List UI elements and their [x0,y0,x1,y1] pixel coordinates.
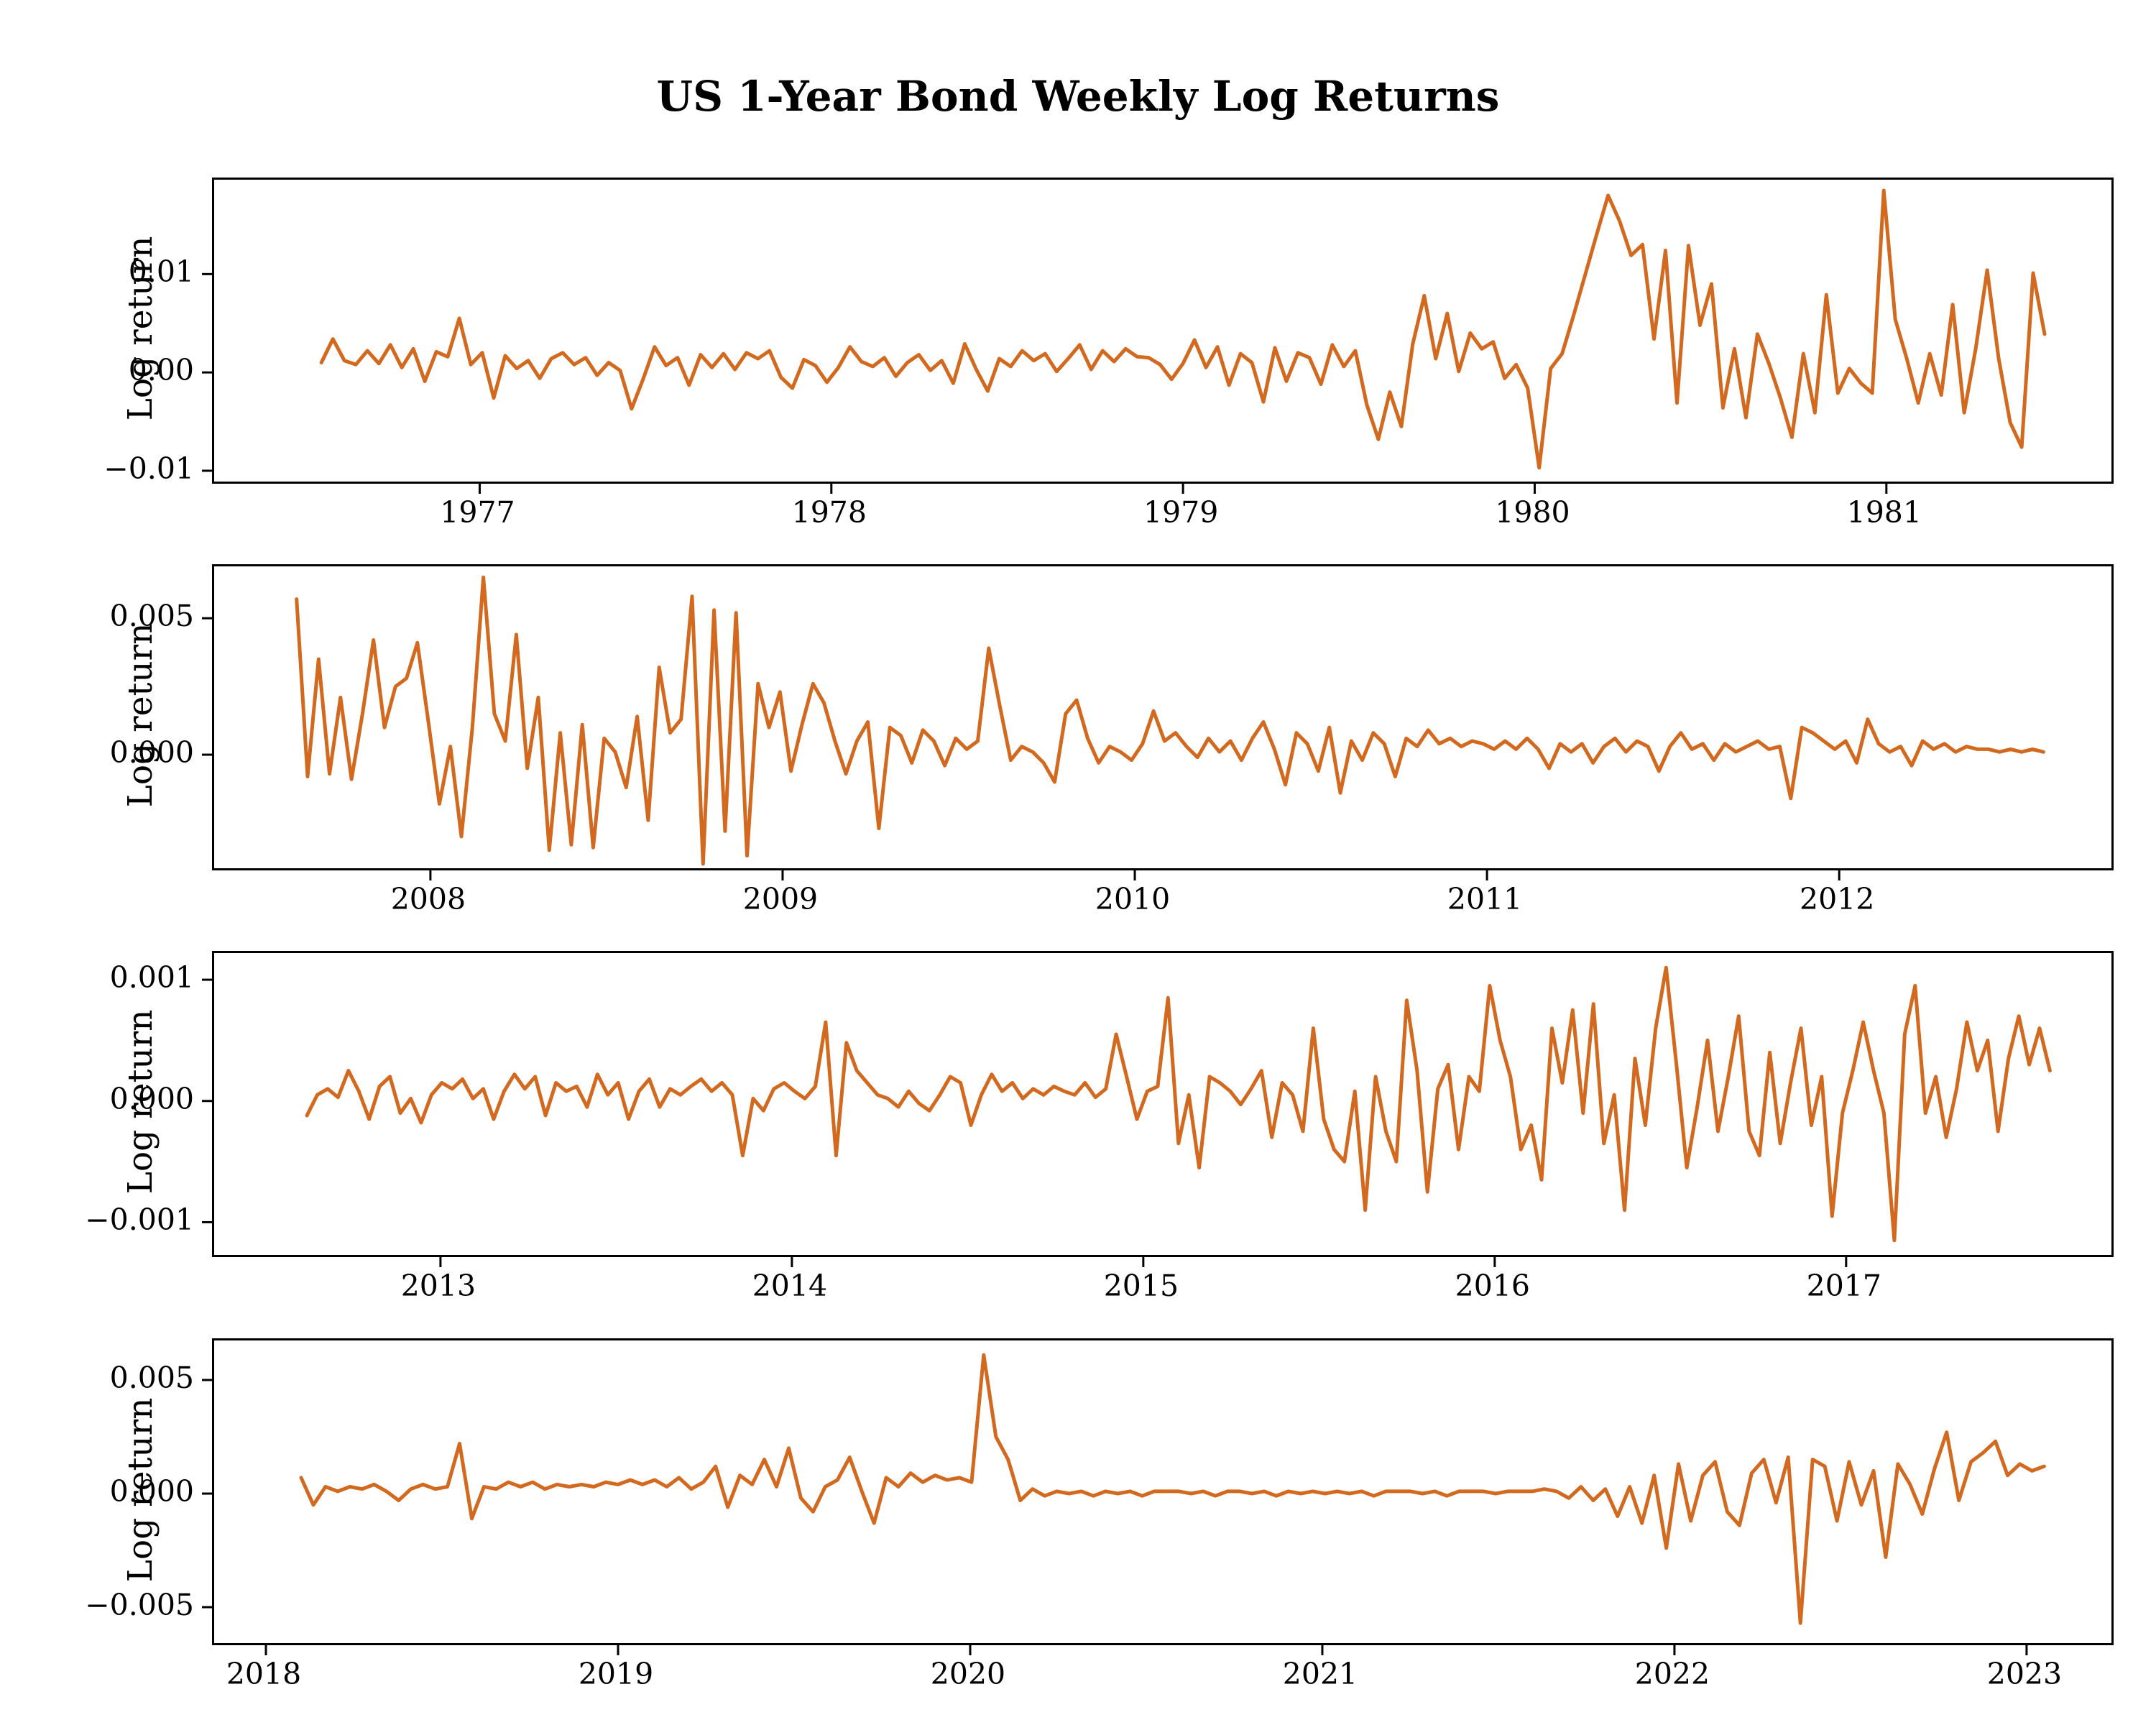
x-tick-label: 2011 [1447,882,1523,916]
x-tick-label: 2018 [226,1657,302,1691]
x-tick-label: 2010 [1095,882,1171,916]
x-tick-label: 1977 [440,495,515,530]
x-tick-label: 2012 [1800,882,1875,916]
x-tick-label: 2013 [400,1269,476,1303]
plot-area [202,1338,2114,1655]
x-tick-label: 1979 [1143,495,1219,530]
y-tick-label: 0.005 [109,1360,194,1395]
x-tick-label: 1981 [1846,495,1922,530]
plot-area [202,178,2114,494]
y-tick-label: 0.005 [109,599,194,634]
x-tick-label: 2009 [742,882,819,916]
subplot-3: Log return 0.001 0.000 −0.001 2013 2014 2015 20… [0,951,2156,1303]
x-tick-label: 2015 [1103,1269,1179,1303]
y-tick-label: 0.000 [109,1081,194,1116]
y-tick-label: 0.000 [109,735,194,770]
chart-title: US 1-Year Bond Weekly Log Returns [656,72,1500,121]
y-tick-label: 0.001 [109,960,194,995]
y-tick-label: −0.001 [85,1202,194,1238]
x-tick-label: 2008 [390,882,466,916]
subplot-2: Log return 0.005 0.000 2008 2009 2010 2011 2012 [0,564,2156,916]
plot-area [202,564,2114,880]
log-return-line [305,965,2052,1243]
x-tick-label: 1978 [791,495,867,530]
x-tick-label: 2016 [1455,1269,1530,1303]
subplot-1: Log return 0.01 0.00 −0.01 1977 1978 1979 1980 1… [0,178,2156,530]
x-tick-label: 2019 [578,1657,654,1691]
y-axis-label: Log return [121,236,160,421]
log-return-line [319,188,2047,470]
y-tick-label: 0.000 [109,1474,194,1509]
y-tick-label: 0.01 [128,254,194,290]
y-tick-label: 0.00 [128,353,194,388]
x-tick-label: 2021 [1282,1657,1358,1691]
x-tick-label: 1980 [1495,495,1570,530]
x-tick-label: 2022 [1634,1657,1710,1691]
x-tick-label: 2020 [930,1657,1006,1691]
x-tick-label: 2014 [752,1269,828,1303]
y-tick-label: −0.005 [85,1588,194,1623]
x-tick-label: 2023 [1986,1657,2063,1691]
log-return-line [295,575,2045,866]
subplot-4: Log return 0.005 0.000 −0.005 2018 2019 2020 20… [0,1338,2156,1691]
log-return-line [299,1353,2046,1625]
y-tick-label: −0.01 [103,451,194,486]
plot-area [202,951,2114,1267]
x-tick-label: 2017 [1806,1269,1881,1303]
